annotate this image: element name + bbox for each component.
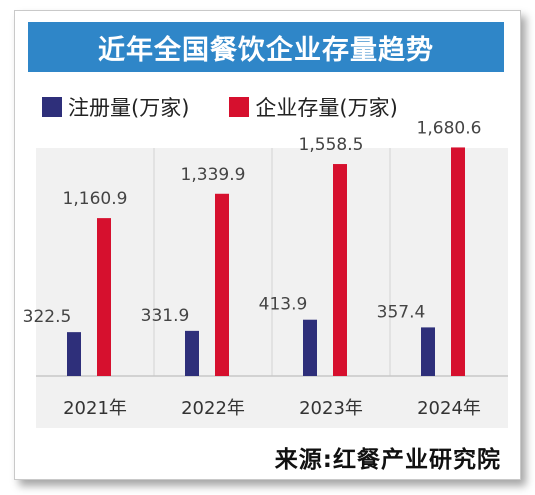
data-label-registrations: 413.9 — [259, 295, 308, 315]
x-tick-label: 2022年 — [181, 398, 245, 419]
bar-registrations — [185, 330, 199, 376]
data-label-registrations: 331.9 — [141, 306, 190, 326]
data-label-registrations: 357.4 — [377, 302, 426, 322]
data-label-registrations: 322.5 — [23, 307, 72, 327]
x-tick-label: 2023年 — [299, 398, 363, 419]
data-label-stock: 1,680.6 — [417, 118, 482, 138]
data-label-stock: 1,558.5 — [299, 135, 364, 155]
data-label-stock: 1,339.9 — [181, 165, 246, 185]
bar-stock — [97, 218, 111, 376]
bar-registrations — [303, 319, 317, 376]
legend-label-registrations: 注册量(万家) — [68, 96, 190, 120]
legend-swatch-registrations — [42, 97, 62, 117]
x-tick-label: 2021年 — [63, 398, 127, 419]
legend-swatch-stock — [229, 97, 250, 117]
data-label-stock: 1,160.9 — [63, 189, 128, 209]
legend-label-stock: 企业存量(万家) — [255, 96, 398, 120]
legend: 注册量(万家) 企业存量(万家) — [42, 92, 438, 122]
x-tick-label: 2024年 — [417, 398, 481, 419]
bar-stock — [451, 147, 465, 376]
bar-registrations — [421, 327, 435, 376]
bar-registrations — [67, 332, 81, 376]
bar-stock — [333, 164, 347, 376]
chart-title: 近年全国餐饮企业存量趋势 — [28, 22, 504, 72]
legend-item-registrations: 注册量(万家) — [42, 92, 189, 122]
bar-stock — [215, 193, 229, 376]
legend-item-stock: 企业存量(万家) — [229, 92, 398, 122]
source-note: 来源:红餐产业研究院 — [274, 447, 501, 473]
